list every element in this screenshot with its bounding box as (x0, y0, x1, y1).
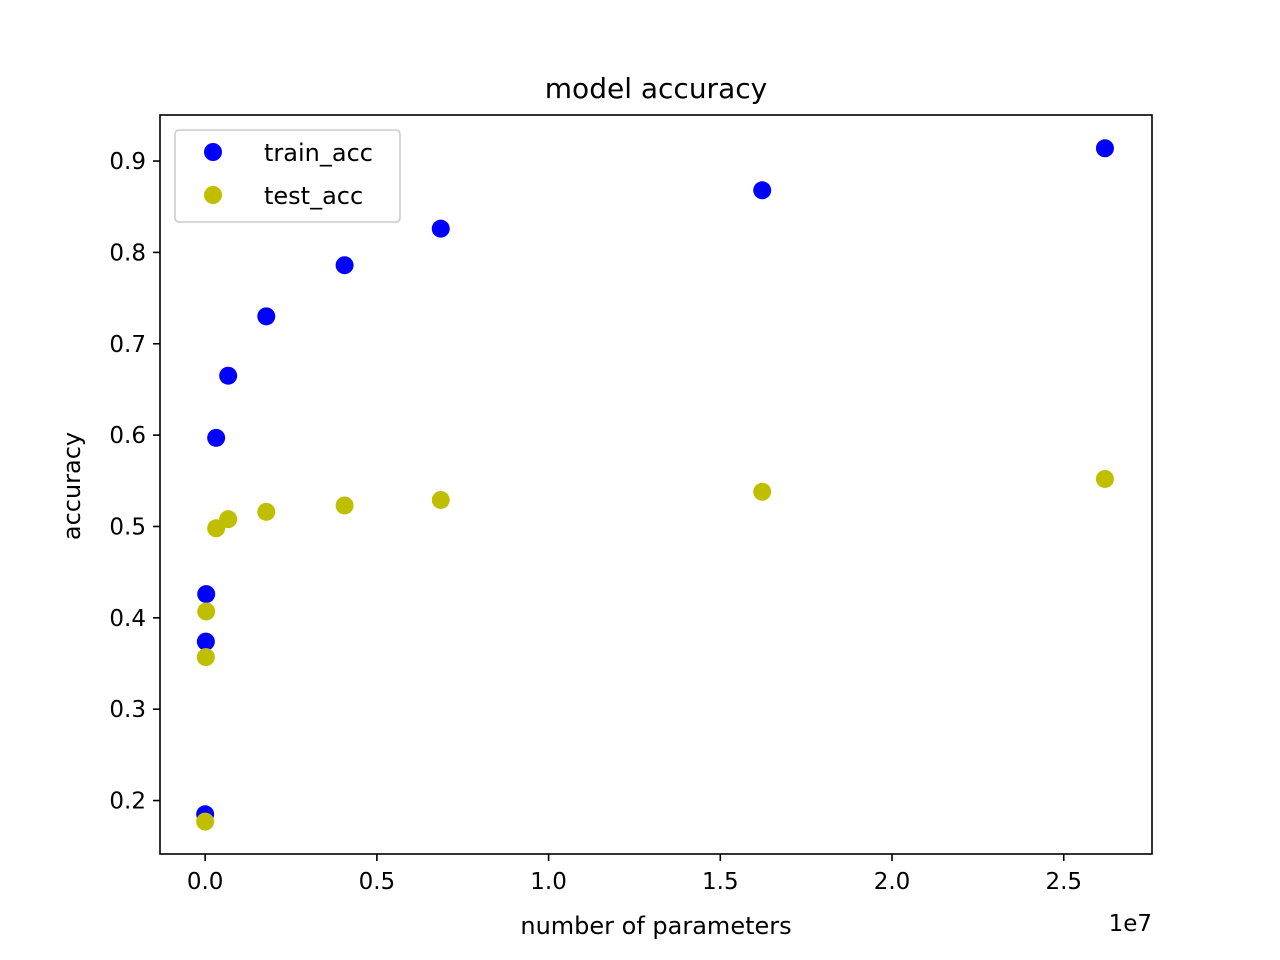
legend-marker-test-acc (204, 186, 222, 204)
y-tick-label: 0.3 (109, 697, 146, 723)
train-acc-point (219, 366, 238, 385)
train-acc-point (335, 256, 354, 275)
train-acc-point (1095, 139, 1114, 158)
x-axis-offset-label: 1e7 (1109, 911, 1152, 937)
y-tick-label: 0.4 (109, 606, 146, 632)
y-axis-label: accuracy (58, 432, 86, 540)
test-acc-point (196, 812, 215, 831)
x-tick-label: 1.5 (702, 869, 739, 895)
test-acc-point (219, 510, 238, 529)
test-acc-point (431, 490, 450, 509)
test-acc-point (196, 648, 215, 667)
train-acc-point (207, 428, 226, 447)
legend-frame (174, 129, 401, 223)
legend-label-train-acc: train_acc (264, 139, 373, 167)
y-axis-ticks: 0.2 0.3 0.4 0.5 0.6 0.7 0.8 0.9 (109, 149, 160, 815)
train-acc-point (196, 632, 215, 651)
train-acc-point (197, 585, 216, 604)
test-acc-point (753, 482, 772, 501)
legend-marker-train-acc (204, 143, 222, 161)
x-tick-label: 2.0 (874, 869, 911, 895)
train-acc-point (257, 307, 276, 326)
plot-points (196, 139, 1114, 831)
y-tick-label: 0.5 (109, 514, 146, 540)
test-acc-point (257, 502, 276, 521)
chart-title: model accuracy (545, 72, 767, 105)
x-tick-label: 2.5 (1045, 869, 1082, 895)
plot-area-frame (159, 114, 1153, 855)
test-acc-point (197, 602, 216, 621)
x-tick-label: 0.5 (359, 869, 396, 895)
y-tick-label: 0.2 (109, 789, 146, 815)
train-acc-point (431, 219, 450, 238)
x-tick-label: 1.0 (530, 869, 567, 895)
y-tick-label: 0.7 (109, 332, 146, 358)
train-acc-point (753, 181, 772, 200)
test-acc-point (1095, 469, 1114, 488)
legend-label-test-acc: test_acc (264, 182, 363, 210)
y-tick-label: 0.6 (109, 423, 146, 449)
test-acc-point (335, 496, 354, 515)
x-tick-label: 0.0 (187, 869, 224, 895)
legend: train_acc test_acc (174, 129, 401, 223)
x-axis-label: number of parameters (520, 912, 791, 940)
x-axis-ticks: 0.0 0.5 1.0 1.5 2.0 2.5 (187, 854, 1082, 895)
y-tick-label: 0.8 (109, 240, 146, 266)
y-tick-label: 0.9 (109, 149, 146, 175)
